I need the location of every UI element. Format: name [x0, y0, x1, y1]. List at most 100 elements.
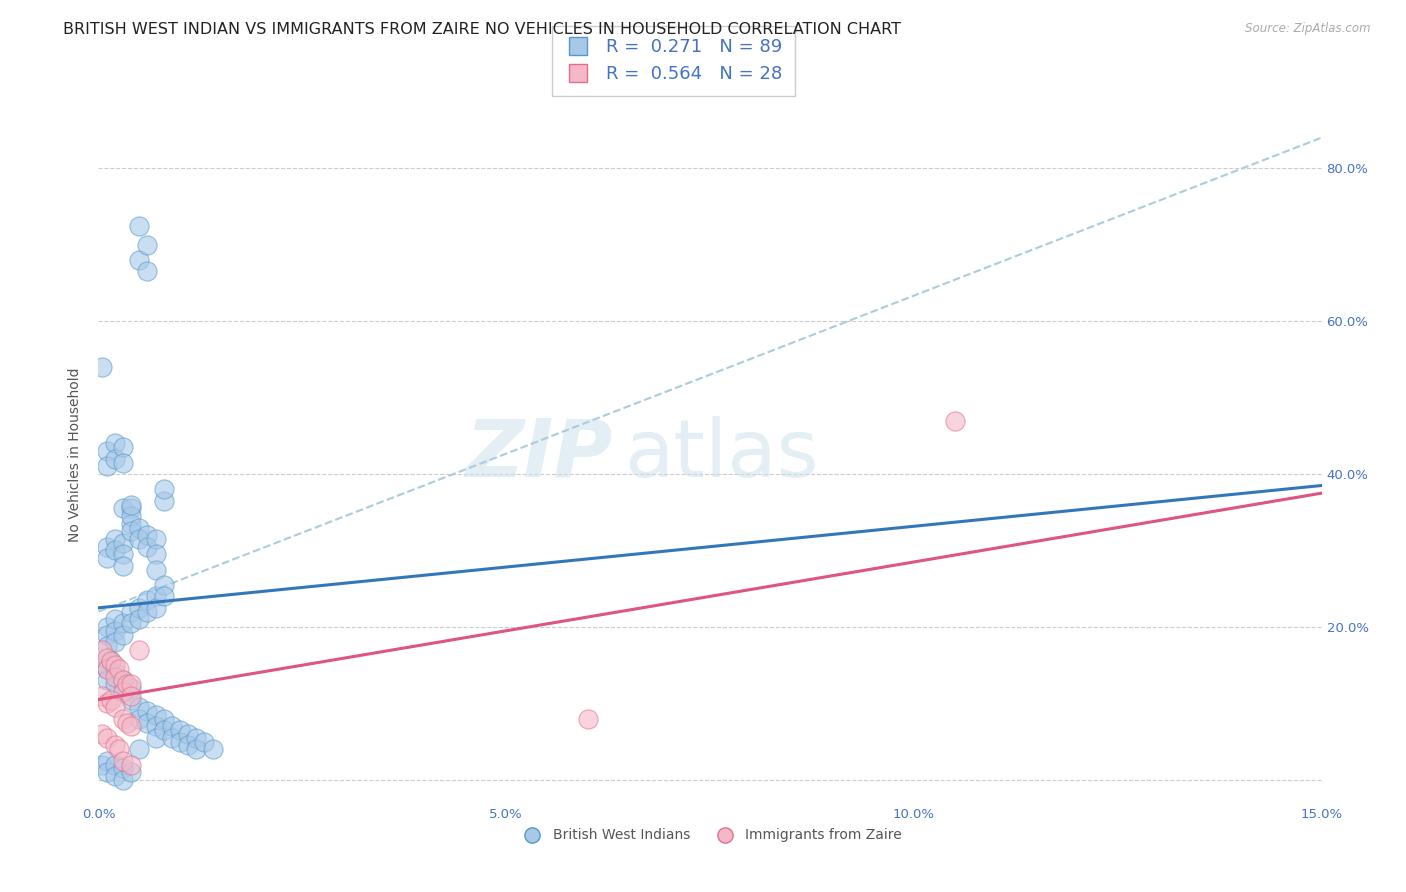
- Point: [128, 520, 150, 534]
- Point: [136, 715, 159, 730]
- Point: [201, 742, 224, 756]
- Point: [96, 444, 118, 458]
- Point: [136, 605, 159, 619]
- Point: [120, 677, 142, 691]
- Point: [136, 540, 159, 554]
- Point: [152, 578, 174, 592]
- Point: [128, 700, 150, 714]
- Point: [128, 219, 150, 233]
- Point: [111, 685, 134, 699]
- Point: [104, 532, 127, 546]
- Point: [120, 501, 142, 516]
- Point: [104, 700, 127, 714]
- Point: [169, 734, 191, 748]
- Point: [136, 593, 159, 607]
- Point: [128, 712, 150, 726]
- Point: [128, 252, 150, 267]
- Point: [160, 731, 183, 745]
- Point: [169, 723, 191, 738]
- Point: [145, 600, 167, 615]
- Point: [104, 739, 127, 753]
- Point: [111, 712, 134, 726]
- Point: [91, 359, 114, 374]
- Text: atlas: atlas: [624, 416, 818, 494]
- Point: [96, 540, 118, 554]
- Point: [111, 440, 134, 454]
- Point: [96, 627, 118, 641]
- Point: [91, 658, 114, 673]
- Point: [128, 742, 150, 756]
- Point: [145, 590, 167, 604]
- Point: [120, 498, 142, 512]
- Point: [100, 654, 122, 668]
- Point: [91, 689, 114, 703]
- Point: [104, 665, 127, 680]
- Point: [120, 616, 142, 631]
- Point: [120, 689, 142, 703]
- Point: [145, 532, 167, 546]
- Point: [145, 547, 167, 561]
- Text: BRITISH WEST INDIAN VS IMMIGRANTS FROM ZAIRE NO VEHICLES IN HOUSEHOLD CORRELATIO: BRITISH WEST INDIAN VS IMMIGRANTS FROM Z…: [63, 22, 901, 37]
- Point: [120, 681, 142, 695]
- Point: [91, 757, 114, 772]
- Point: [152, 590, 174, 604]
- Point: [136, 704, 159, 718]
- Point: [120, 605, 142, 619]
- Point: [120, 719, 142, 733]
- Point: [96, 620, 118, 634]
- Point: [145, 719, 167, 733]
- Point: [104, 543, 127, 558]
- Point: [111, 754, 134, 768]
- Text: ZIP: ZIP: [465, 416, 612, 494]
- Point: [186, 742, 208, 756]
- Point: [104, 658, 127, 673]
- Point: [115, 677, 138, 691]
- Point: [111, 772, 134, 787]
- Point: [193, 734, 215, 748]
- Point: [152, 493, 174, 508]
- Point: [96, 731, 118, 745]
- Point: [111, 673, 134, 688]
- Point: [96, 662, 118, 676]
- Point: [96, 765, 118, 780]
- Point: [104, 624, 127, 638]
- Point: [104, 757, 127, 772]
- Point: [177, 727, 200, 741]
- Point: [145, 731, 167, 745]
- Point: [136, 264, 159, 278]
- Point: [111, 501, 134, 516]
- Point: [136, 528, 159, 542]
- Point: [152, 712, 174, 726]
- Point: [120, 765, 142, 780]
- Text: Source: ZipAtlas.com: Source: ZipAtlas.com: [1246, 22, 1371, 36]
- Point: [104, 612, 127, 626]
- Point: [145, 563, 167, 577]
- Point: [186, 731, 208, 745]
- Point: [104, 451, 127, 466]
- Point: [96, 662, 118, 676]
- Point: [128, 600, 150, 615]
- Point: [100, 692, 122, 706]
- Y-axis label: No Vehicles in Household: No Vehicles in Household: [69, 368, 83, 542]
- Point: [111, 456, 134, 470]
- Point: [104, 436, 127, 450]
- Point: [96, 697, 118, 711]
- Point: [96, 551, 118, 566]
- Point: [104, 670, 127, 684]
- Point: [111, 627, 134, 641]
- Point: [108, 662, 131, 676]
- Point: [111, 558, 134, 573]
- Point: [177, 739, 200, 753]
- Point: [111, 547, 134, 561]
- Point: [120, 516, 142, 531]
- Point: [96, 459, 118, 474]
- Point: [104, 769, 127, 783]
- Point: [104, 677, 127, 691]
- Point: [91, 727, 114, 741]
- Point: [943, 413, 966, 427]
- Point: [111, 616, 134, 631]
- Point: [111, 685, 134, 699]
- Point: [120, 757, 142, 772]
- Point: [111, 536, 134, 550]
- Point: [145, 707, 167, 722]
